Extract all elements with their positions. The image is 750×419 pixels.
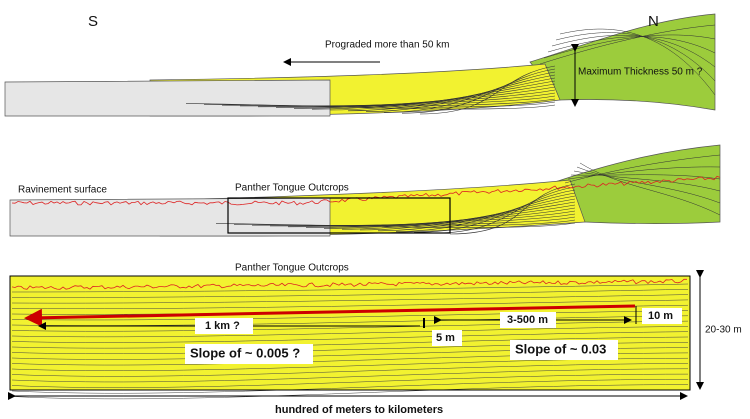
bed-line (11, 331, 689, 343)
offshore-mud (4, 79, 331, 117)
label-box (510, 340, 618, 360)
label-box (185, 344, 313, 364)
height-label: 5 m (436, 332, 455, 344)
clinoform-line (275, 89, 556, 108)
label-box (195, 318, 253, 334)
slope-line (24, 304, 636, 327)
offshore-mud (9, 197, 331, 237)
bed-line (11, 283, 689, 293)
outcrop-box (227, 197, 451, 234)
clinoform-line (251, 216, 576, 226)
clinoform-line (293, 86, 556, 109)
clinoform-line (323, 204, 576, 229)
clinoform-line (305, 207, 576, 228)
label-box (642, 308, 682, 324)
topset-line (579, 162, 721, 216)
ravinement-label: Ravinement surface (18, 185, 107, 196)
clinoform-line (419, 65, 556, 115)
label-box (432, 330, 462, 346)
bed-line (11, 326, 689, 338)
topset-line (555, 32, 716, 82)
bed-line (11, 294, 689, 304)
label-box (500, 312, 556, 328)
ravinement-surface (11, 278, 687, 290)
clinoform-line (185, 103, 556, 110)
ravinement-surface (11, 175, 721, 206)
bed-line (11, 363, 689, 377)
clinoform-line (311, 83, 556, 110)
bed-line (11, 289, 689, 298)
topset-line (573, 170, 721, 192)
outcrop-label: Panther Tongue Outcrops (235, 183, 349, 194)
bed-line (11, 299, 689, 309)
delta-top (554, 144, 721, 224)
clinoform-line (215, 222, 576, 228)
topset-line (547, 36, 716, 54)
clinoform-line (377, 195, 576, 232)
clinoform-line (395, 192, 576, 232)
bed-line (11, 368, 689, 383)
clinoform-line (269, 213, 576, 227)
clinoform-line (239, 95, 556, 107)
bed-line (11, 336, 689, 349)
clinoform-line (221, 98, 556, 107)
bed-line (11, 373, 689, 388)
topset-line (559, 28, 716, 96)
clinoform-line (287, 210, 576, 228)
south-label: S (88, 13, 98, 30)
thickness-label: 20-30 m (705, 325, 742, 336)
topset-line (539, 24, 716, 65)
thickness-label: Maximum Thickness 50 m ? (578, 67, 703, 78)
clinoform-line (449, 183, 576, 235)
topset-line (551, 35, 716, 68)
outcrop-title: Panther Tongue Outcrops (235, 263, 349, 274)
height-label: 10 m (648, 310, 673, 322)
slope-label: Slope of ~ 0.005 ? (190, 345, 300, 360)
distance-label: 3-500 m (507, 314, 548, 326)
width-label: hundred of meters to kilometers (275, 404, 443, 416)
outcrop-frame (9, 275, 691, 391)
topset-line (567, 166, 721, 180)
topset-line (570, 174, 721, 180)
clinoform-line (431, 186, 576, 234)
topset-line (576, 166, 721, 204)
bed-line (11, 310, 689, 321)
slope-label: Slope of ~ 0.03 (515, 341, 606, 356)
topset-line (564, 154, 721, 184)
clinoform-line (257, 92, 556, 108)
distance-label: 1 km ? (205, 320, 240, 332)
topset-line (543, 34, 716, 59)
clinoform-line (413, 189, 576, 233)
north-label: N (648, 13, 659, 30)
arrow-label: Prograded more than 50 km (325, 40, 450, 51)
